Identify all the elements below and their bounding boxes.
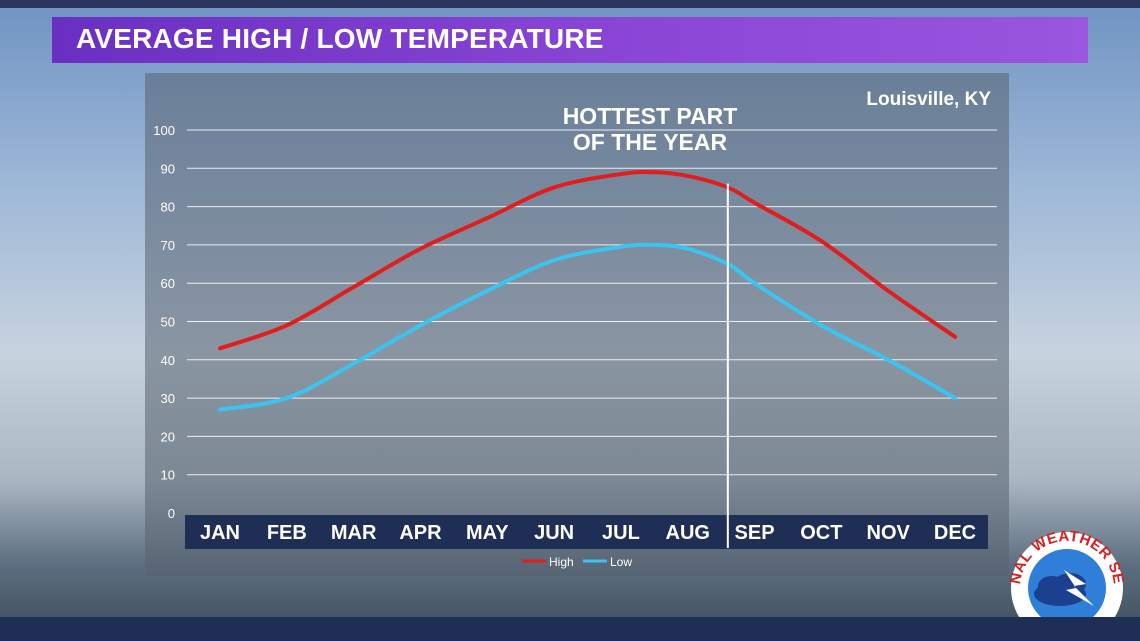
x-tick-label-oct: OCT — [800, 522, 842, 544]
x-tick-label-may: MAY — [466, 522, 509, 544]
x-tick-label-apr: APR — [399, 522, 442, 544]
series-line-high — [218, 169, 957, 351]
x-tick-labels: JAN FEB MAR APR MAY JUN JUL AUG SEP OCT NOV DEC — [200, 522, 976, 544]
series-lines — [218, 169, 957, 412]
x-tick-label-sep: SEP — [735, 522, 775, 544]
x-tick-label-mar: MAR — [331, 522, 377, 544]
page-title: AVERAGE HIGH / LOW TEMPERATURE — [76, 23, 604, 54]
x-tick-label-feb: FEB — [267, 522, 307, 544]
x-tick-label-jul: JUL — [602, 522, 640, 544]
y-tick-label-70: 70 — [161, 238, 175, 253]
x-tick-label-aug: AUG — [666, 522, 710, 544]
y-tick-label-90: 90 — [161, 161, 175, 176]
bottom-bar — [0, 617, 1140, 641]
y-tick-label-50: 50 — [161, 315, 175, 330]
x-tick-label-nov: NOV — [867, 522, 911, 544]
y-tick-label-60: 60 — [161, 276, 175, 291]
y-tick-label-40: 40 — [161, 353, 175, 368]
title-bar: AVERAGE HIGH / LOW TEMPERATURE — [52, 17, 1088, 63]
x-axis-band — [185, 515, 988, 549]
y-tick-label-20: 20 — [161, 429, 175, 444]
y-tick-label-10: 10 — [161, 468, 175, 483]
x-tick-label-jun: JUN — [534, 522, 574, 544]
y-tick-label-30: 30 — [161, 391, 175, 406]
annotation-line-2: OF THE YEAR — [573, 129, 728, 155]
y-tick-labels: 0 10 20 30 40 50 60 70 80 90 100 — [153, 123, 175, 521]
gridlines — [187, 129, 997, 476]
x-tick-label-jan: JAN — [200, 522, 240, 544]
x-tick-label-dec: DEC — [934, 522, 976, 544]
legend-label-high: High — [549, 555, 574, 569]
y-tick-label-80: 80 — [161, 200, 175, 215]
annotation-line-1: HOTTEST PART — [563, 103, 738, 129]
y-tick-label-100: 100 — [153, 123, 175, 138]
top-strip — [0, 0, 1140, 8]
series-line-low — [218, 242, 957, 412]
y-tick-label-0: 0 — [168, 506, 175, 521]
legend: High Low — [522, 555, 632, 569]
nws-logo-icon: NATIONAL WEATHER SERVICE — [1004, 520, 1126, 640]
location-label: Louisville, KY — [866, 89, 991, 110]
legend-label-low: Low — [610, 555, 632, 569]
